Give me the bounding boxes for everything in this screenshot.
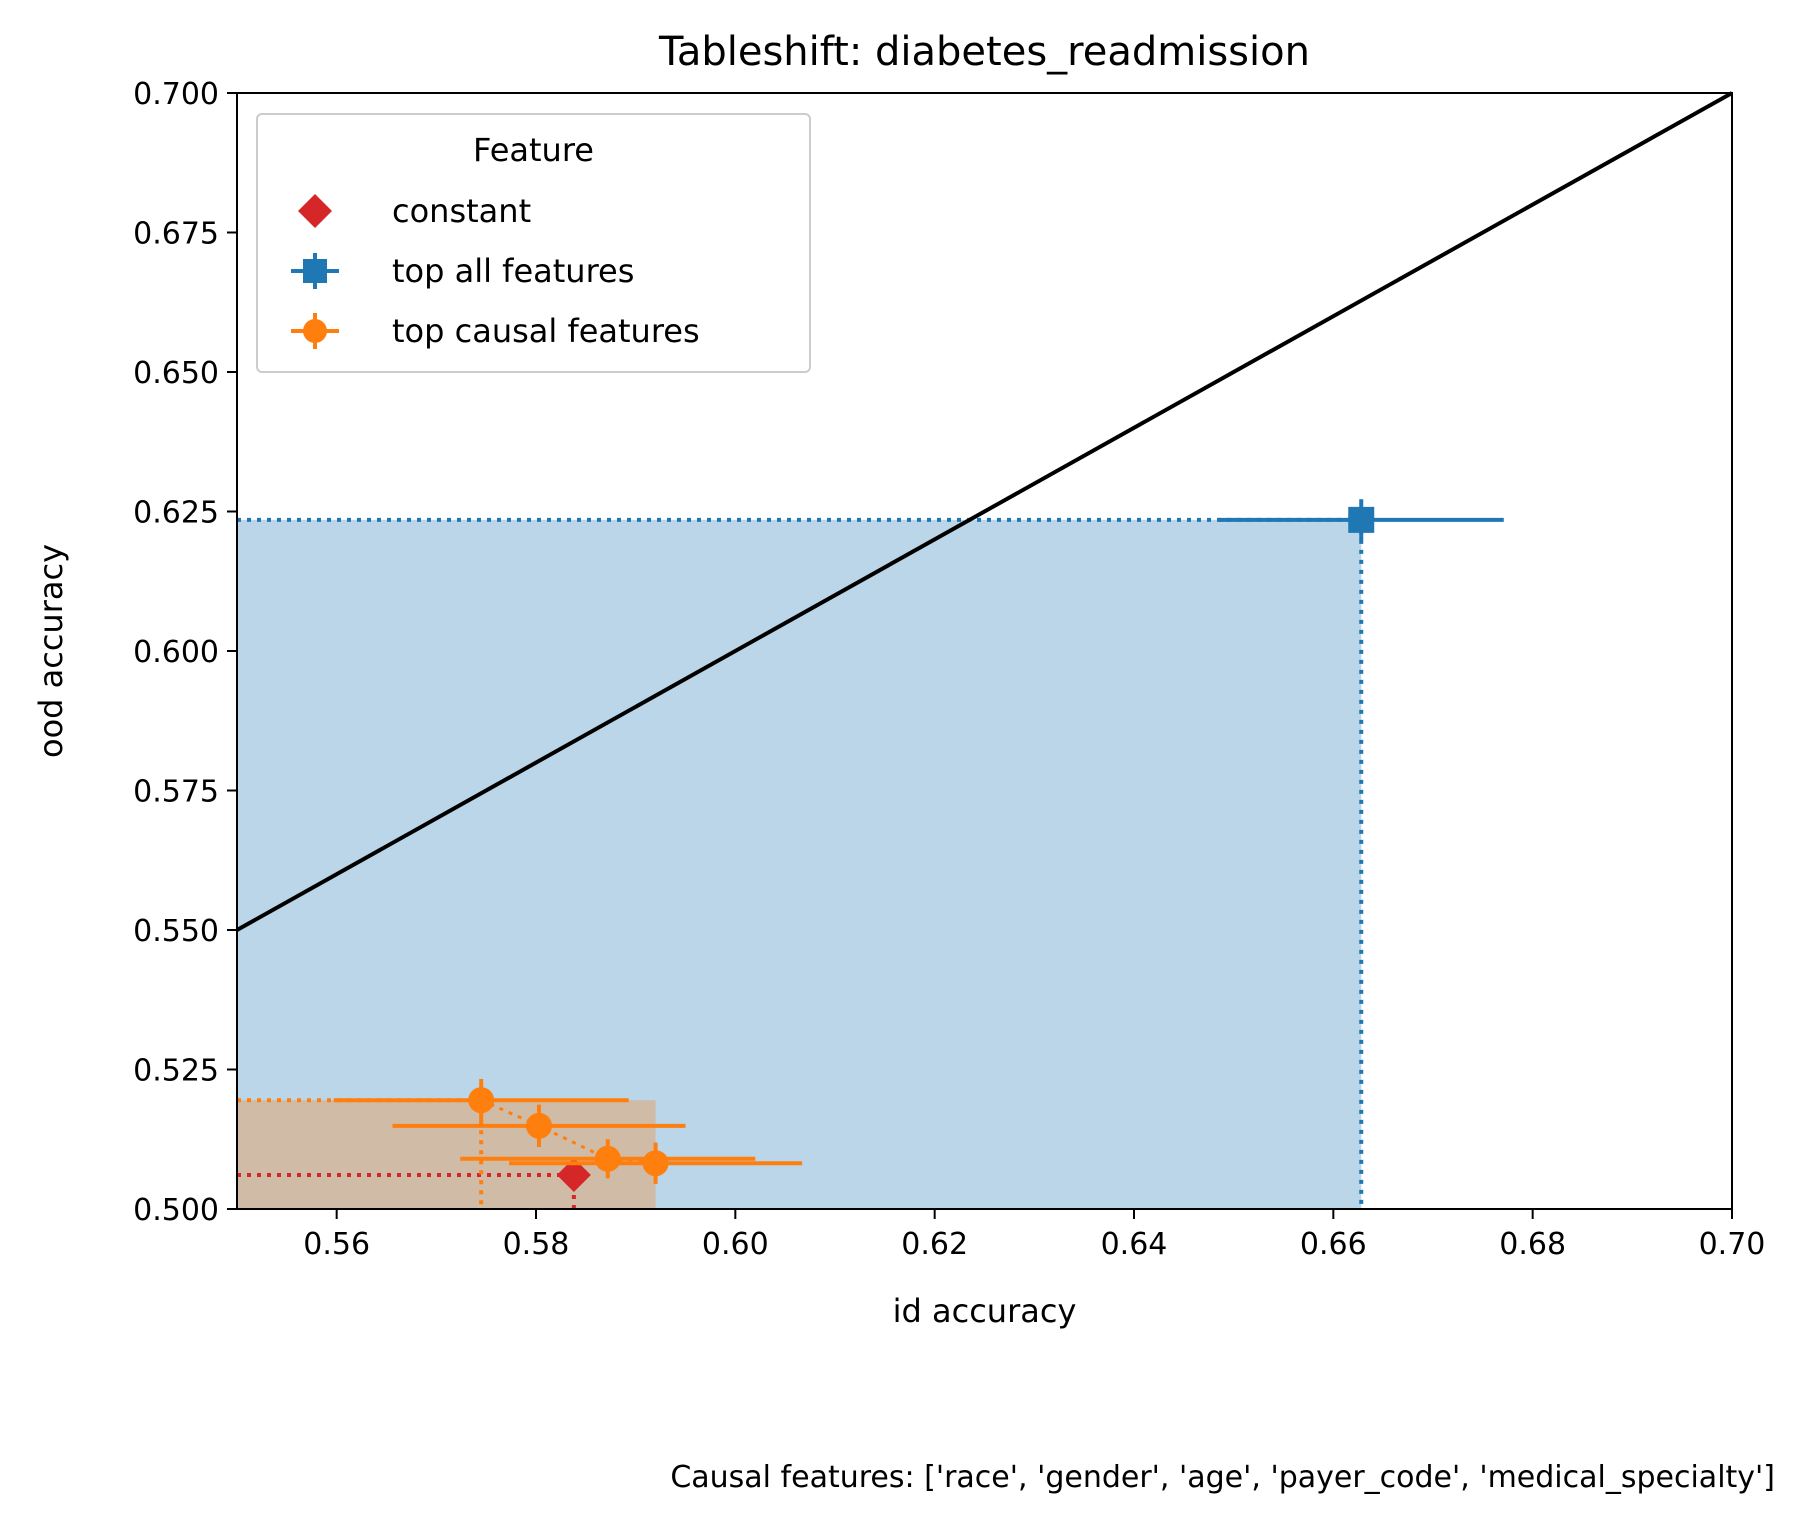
x-tick-label: 0.58 xyxy=(503,1227,570,1262)
legend-box xyxy=(256,113,811,373)
point-top-causal-features-1 xyxy=(525,1112,552,1139)
legend-label-constant: constant xyxy=(392,192,531,230)
y-tick-label: 0.650 xyxy=(133,356,219,391)
y-axis-ticks: 0.500 0.525 0.550 0.575 0.600 0.625 0.650 0.675… xyxy=(133,77,237,1228)
legend-label-top-causal-features: top causal features xyxy=(392,312,700,350)
y-axis-label: ood accuracy xyxy=(32,544,70,758)
causal-features-caption: Causal features: ['race', 'gender', 'age… xyxy=(670,1460,1775,1495)
x-tick-label: 0.62 xyxy=(901,1227,968,1262)
x-tick-label: 0.56 xyxy=(303,1227,370,1262)
x-axis-ticks: 0.56 0.58 0.60 0.62 0.64 0.66 0.68 0.70 xyxy=(303,1209,1765,1262)
x-tick-label: 0.60 xyxy=(702,1227,769,1262)
y-tick-label: 0.600 xyxy=(133,635,219,670)
y-tick-label: 0.700 xyxy=(133,77,219,112)
x-axis-label: id accuracy xyxy=(893,1292,1077,1330)
legend-marker-constant xyxy=(298,194,332,228)
legend-marker-top-causal-features xyxy=(303,319,327,343)
y-tick-label: 0.550 xyxy=(133,914,219,949)
point-top-causal-features-2 xyxy=(594,1145,621,1172)
point-top-causal-features-3 xyxy=(642,1150,669,1177)
diagonal-line xyxy=(236,91,1733,932)
legend: Feature constant top all features top caus… xyxy=(256,113,811,373)
diagonal-reference-line xyxy=(236,91,1733,932)
point-top-all-features-0 xyxy=(1348,506,1375,533)
y-tick-label: 0.500 xyxy=(133,1193,219,1228)
y-tick-label: 0.575 xyxy=(133,775,219,810)
y-tick-label: 0.525 xyxy=(133,1054,219,1089)
shaded-region-top-causal-features xyxy=(237,1100,656,1209)
shaded-regions xyxy=(237,519,1362,1209)
point-constant-0 xyxy=(556,1157,591,1192)
data-points xyxy=(333,499,1504,1192)
x-tick-label: 0.64 xyxy=(1101,1227,1168,1262)
point-top-causal-features-0 xyxy=(468,1087,495,1114)
legend-marker-top-all-features xyxy=(303,259,327,283)
y-tick-label: 0.675 xyxy=(133,217,219,252)
shaded-region-top-all-features xyxy=(237,519,1362,1209)
legend-label-top-all-features: top all features xyxy=(392,252,634,290)
x-tick-label: 0.70 xyxy=(1699,1227,1766,1262)
legend-title: Feature xyxy=(473,131,594,169)
x-tick-label: 0.66 xyxy=(1300,1227,1367,1262)
x-tick-label: 0.68 xyxy=(1499,1227,1566,1262)
legend-entries: constant top all features top causal featu… xyxy=(291,192,700,350)
connector-line-top-causal-features xyxy=(480,1098,656,1165)
chart-title: Tableshift: diabetes_readmission xyxy=(658,29,1310,75)
y-tick-label: 0.625 xyxy=(133,496,219,531)
